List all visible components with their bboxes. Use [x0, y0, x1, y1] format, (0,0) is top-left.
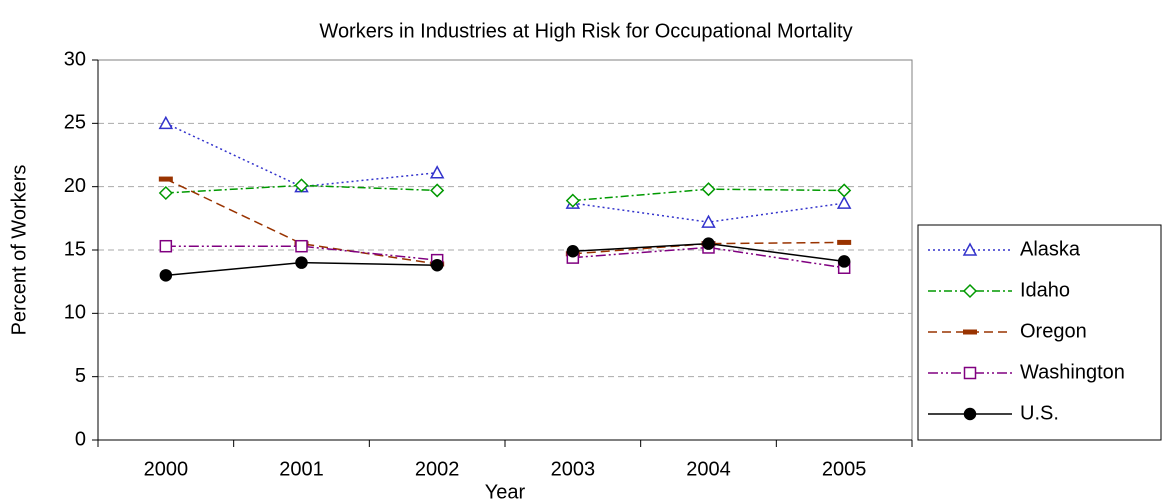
series-line	[572, 241, 845, 255]
y-tick-label: 30	[64, 48, 86, 70]
data-point	[430, 183, 445, 198]
legend-label: Washington	[1020, 361, 1125, 383]
y-tick-label: 20	[64, 175, 86, 197]
x-tick-label: 2001	[279, 458, 324, 480]
series-line	[165, 178, 438, 265]
series-line	[572, 188, 845, 202]
data-point	[295, 239, 308, 253]
data-point	[837, 239, 852, 245]
data-point	[294, 178, 309, 193]
legend-label: Alaska	[1020, 238, 1081, 260]
y-tick-label: 10	[64, 302, 86, 324]
x-tick-label: 2000	[144, 458, 189, 480]
chart-title: Workers in Industries at High Risk for O…	[319, 20, 852, 42]
legend-label: Oregon	[1020, 320, 1087, 342]
data-point	[159, 239, 173, 253]
data-point	[837, 255, 851, 268]
legend-label: U.S.	[1020, 402, 1059, 424]
data-point	[702, 237, 715, 250]
series-line	[165, 122, 438, 188]
legend-swatch-marker	[962, 283, 978, 299]
data-point	[158, 176, 173, 182]
y-axis-label: Percent of Workers	[8, 165, 30, 336]
y-tick-label: 5	[75, 365, 86, 387]
x-axis-label: Year	[485, 481, 526, 503]
y-tick-label: 15	[64, 238, 86, 260]
data-point	[159, 269, 173, 282]
data-point	[158, 115, 174, 130]
data-point	[836, 195, 852, 209]
data-point	[566, 245, 580, 258]
data-point	[429, 165, 445, 179]
data-point	[837, 183, 852, 198]
data-point	[158, 185, 173, 201]
data-point	[430, 258, 444, 272]
x-tick-label: 2002	[415, 458, 460, 480]
legend-label: Idaho	[1020, 279, 1070, 301]
x-tick-label: 2004	[686, 458, 731, 480]
y-tick-label: 0	[75, 428, 86, 450]
y-tick-label: 25	[64, 112, 86, 134]
data-point	[565, 193, 580, 208]
data-point	[701, 182, 716, 197]
legend-swatch-marker	[962, 242, 978, 256]
series-line	[165, 245, 438, 261]
data-point	[295, 256, 308, 269]
legend-swatch-marker	[963, 407, 977, 421]
data-point	[701, 214, 716, 228]
x-tick-label: 2005	[822, 458, 867, 480]
x-tick-label: 2003	[551, 458, 596, 480]
legend-swatch-marker	[963, 329, 977, 335]
legend-swatch-marker	[963, 366, 977, 380]
